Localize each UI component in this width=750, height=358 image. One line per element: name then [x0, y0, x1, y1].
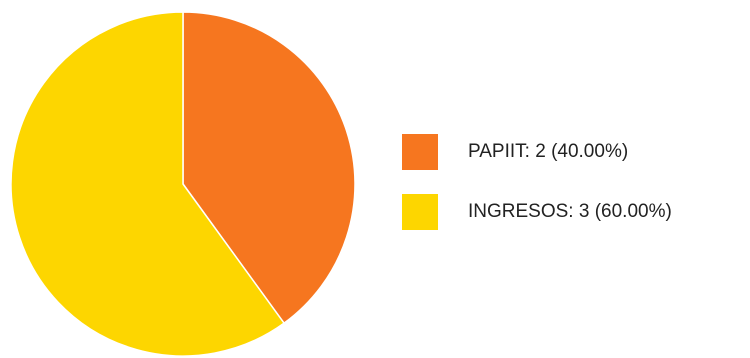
legend-label-ingresos: INGRESOS: 3 (60.00%) [468, 201, 672, 222]
legend-label-papiit: PAPIIT: 2 (40.00%) [468, 141, 629, 162]
pie-slices [10, 11, 356, 357]
legend: PAPIIT: 2 (40.00%) INGRESOS: 3 (60.00%) [402, 134, 747, 254]
legend-swatch-papiit [402, 134, 438, 170]
pie-slice-ingresos[interactable] [10, 11, 286, 357]
legend-swatch-ingresos [402, 194, 438, 230]
pie-slice-papiit[interactable] [182, 11, 356, 325]
legend-item-ingresos[interactable]: INGRESOS: 3 (60.00%) [402, 194, 747, 230]
legend-item-papiit[interactable]: PAPIIT: 2 (40.00%) [402, 134, 747, 170]
